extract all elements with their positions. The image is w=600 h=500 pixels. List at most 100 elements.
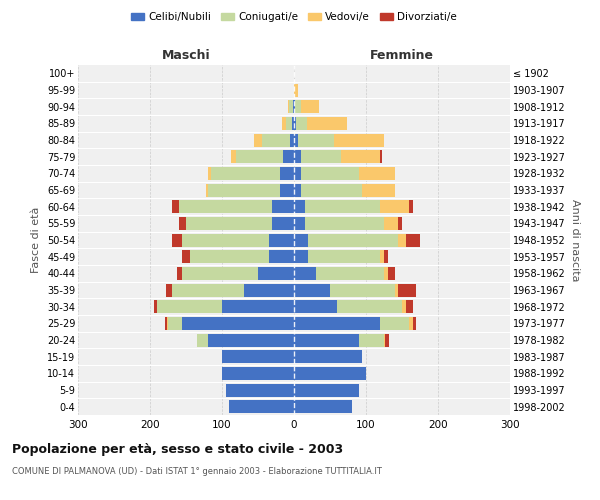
Bar	[272, 217, 294, 230]
Bar	[294, 350, 362, 363]
Bar	[294, 234, 308, 246]
Bar	[211, 167, 280, 180]
Bar	[294, 317, 380, 330]
Bar	[298, 134, 334, 146]
Bar	[341, 150, 380, 163]
Bar	[294, 200, 305, 213]
Bar	[406, 234, 420, 246]
Bar	[172, 284, 244, 296]
Bar	[384, 217, 398, 230]
Bar	[294, 284, 330, 296]
Bar	[388, 267, 395, 280]
Bar	[301, 100, 319, 113]
Bar	[384, 267, 388, 280]
Bar	[380, 150, 382, 163]
Bar	[208, 167, 211, 180]
Bar	[398, 217, 402, 230]
Bar	[272, 200, 294, 213]
Bar	[230, 150, 236, 163]
Bar	[167, 317, 168, 330]
Text: Femmine: Femmine	[370, 48, 434, 62]
Bar	[283, 117, 286, 130]
Bar	[179, 200, 272, 213]
Bar	[222, 367, 294, 380]
Bar	[172, 234, 182, 246]
Bar	[165, 317, 167, 330]
Bar	[294, 250, 308, 263]
Bar	[289, 100, 293, 113]
Bar	[258, 267, 294, 280]
Bar	[301, 150, 341, 163]
Y-axis label: Fasce di età: Fasce di età	[31, 207, 41, 273]
Bar	[294, 117, 296, 130]
Bar	[308, 234, 398, 246]
Bar	[222, 350, 294, 363]
Bar	[295, 100, 301, 113]
Bar	[269, 250, 294, 263]
Bar	[380, 250, 384, 263]
Bar	[398, 234, 406, 246]
Bar	[236, 150, 283, 163]
Bar	[206, 184, 208, 196]
Bar	[287, 100, 289, 113]
Bar	[380, 317, 409, 330]
Bar	[294, 134, 298, 146]
Bar	[157, 300, 222, 313]
Bar	[384, 250, 388, 263]
Bar	[384, 334, 385, 346]
Bar	[286, 117, 292, 130]
Bar	[182, 317, 294, 330]
Bar	[182, 234, 269, 246]
Bar	[334, 134, 384, 146]
Bar	[292, 117, 294, 130]
Bar	[409, 200, 413, 213]
Bar	[395, 284, 398, 296]
Bar	[244, 284, 294, 296]
Bar	[385, 334, 389, 346]
Bar	[182, 267, 258, 280]
Bar	[294, 217, 305, 230]
Bar	[294, 367, 366, 380]
Bar	[262, 134, 290, 146]
Y-axis label: Anni di nascita: Anni di nascita	[569, 198, 580, 281]
Bar	[380, 200, 409, 213]
Text: Popolazione per età, sesso e stato civile - 2003: Popolazione per età, sesso e stato civil…	[12, 442, 343, 456]
Bar	[409, 317, 413, 330]
Bar	[283, 150, 294, 163]
Bar	[359, 334, 384, 346]
Bar	[294, 267, 316, 280]
Bar	[294, 150, 301, 163]
Bar	[330, 284, 395, 296]
Bar	[208, 334, 294, 346]
Bar	[226, 384, 294, 396]
Bar	[305, 200, 380, 213]
Bar	[197, 334, 208, 346]
Bar	[293, 100, 294, 113]
Bar	[208, 184, 280, 196]
Bar	[294, 184, 301, 196]
Bar	[406, 300, 413, 313]
Bar	[362, 184, 395, 196]
Bar	[294, 384, 359, 396]
Bar	[316, 267, 384, 280]
Bar	[294, 334, 359, 346]
Bar	[168, 317, 182, 330]
Bar	[294, 167, 301, 180]
Bar	[305, 217, 384, 230]
Bar	[269, 234, 294, 246]
Bar	[402, 300, 406, 313]
Bar	[154, 300, 157, 313]
Bar	[307, 117, 347, 130]
Text: COMUNE DI PALMANOVA (UD) - Dati ISTAT 1° gennaio 2003 - Elaborazione TUTTITALIA.: COMUNE DI PALMANOVA (UD) - Dati ISTAT 1°…	[12, 468, 382, 476]
Bar	[413, 317, 416, 330]
Bar	[301, 167, 359, 180]
Bar	[254, 134, 262, 146]
Bar	[280, 167, 294, 180]
Bar	[190, 250, 269, 263]
Bar	[296, 117, 307, 130]
Bar	[172, 200, 179, 213]
Bar	[182, 250, 190, 263]
Bar	[337, 300, 402, 313]
Bar	[301, 184, 362, 196]
Bar	[186, 217, 272, 230]
